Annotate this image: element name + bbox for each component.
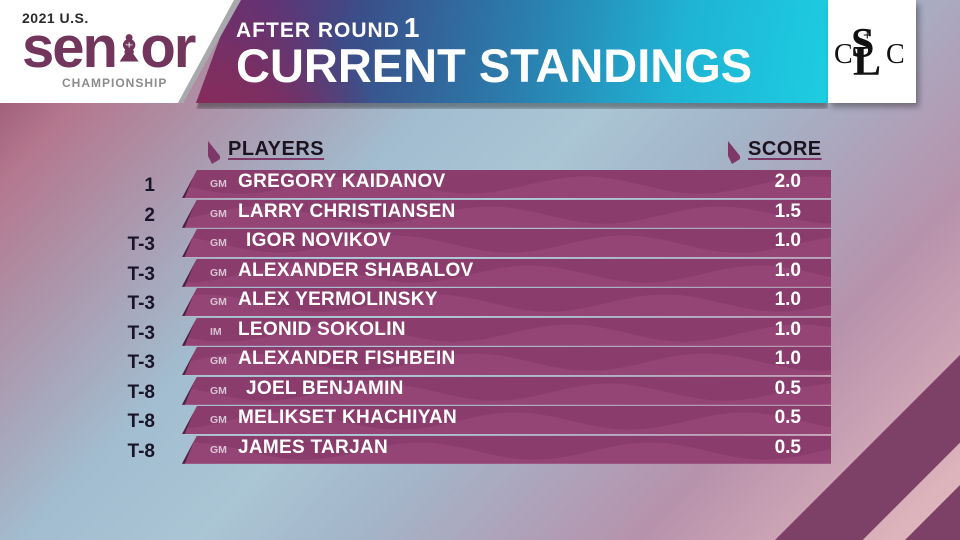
svg-text:C: C [834, 39, 853, 70]
svg-text:+: + [863, 28, 872, 44]
svg-text:C: C [886, 39, 905, 70]
svg-text:L: L [853, 39, 881, 85]
